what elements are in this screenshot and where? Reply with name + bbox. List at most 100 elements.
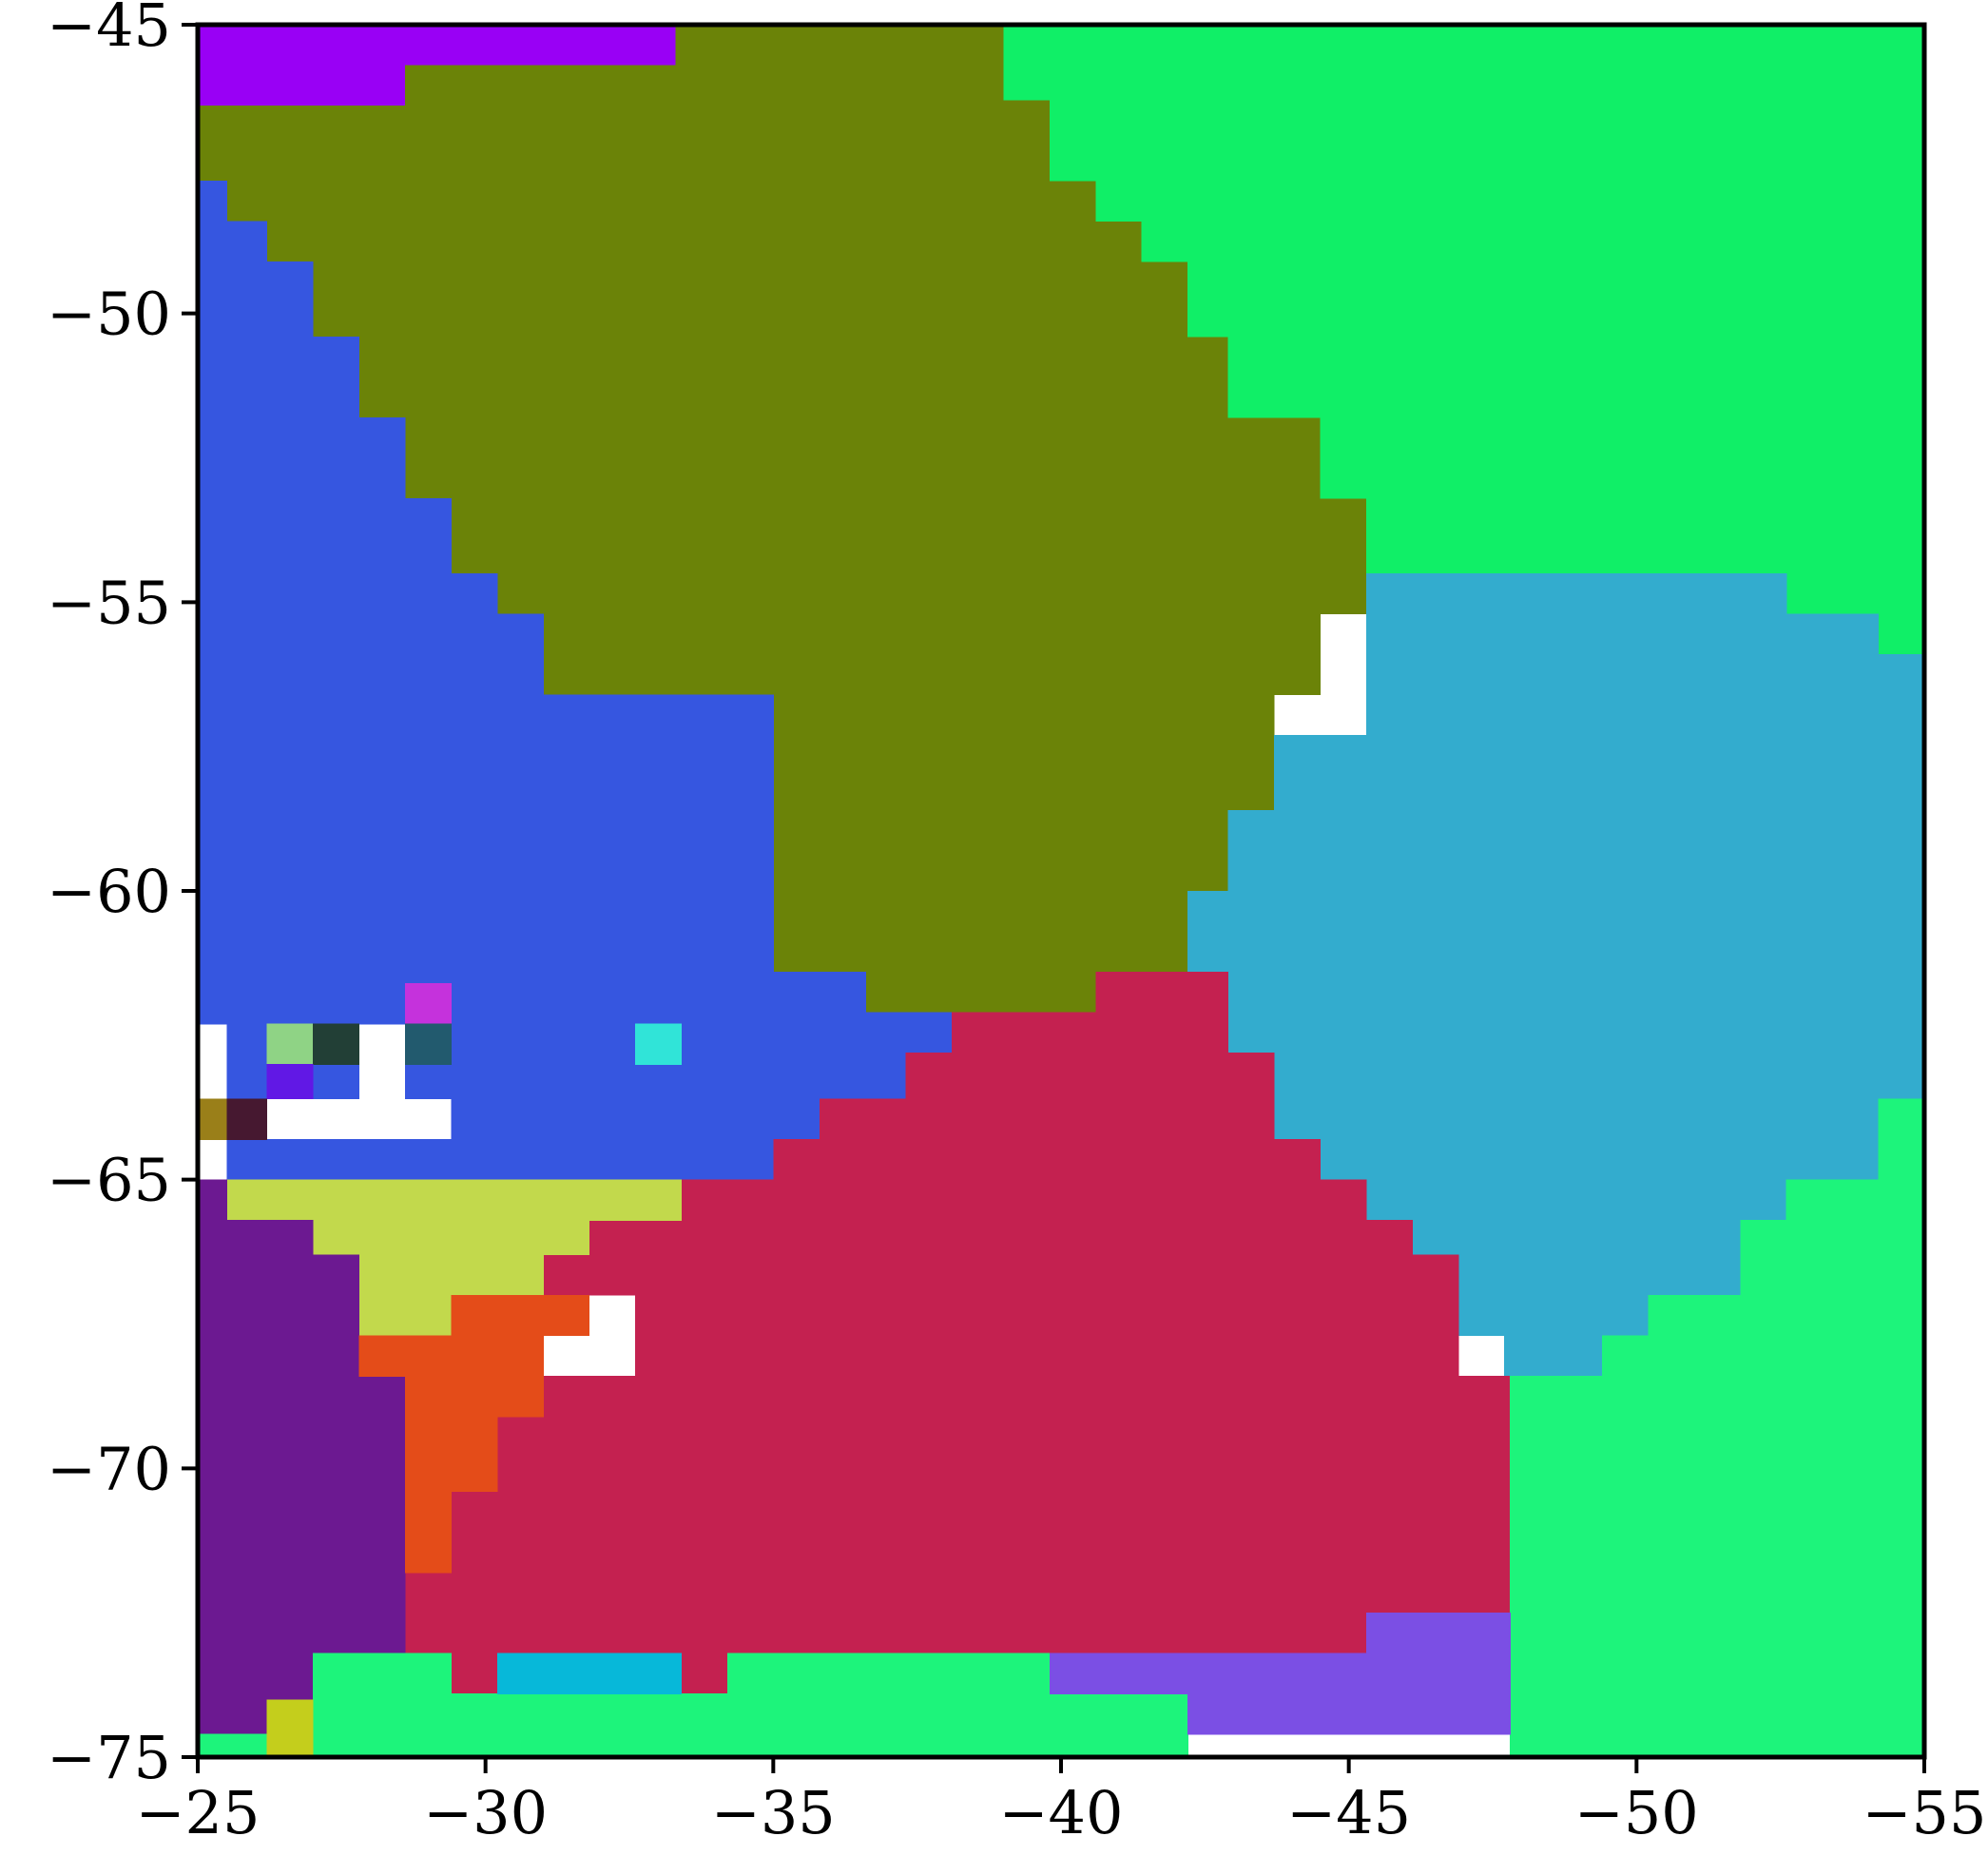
region-2 bbox=[1003, 25, 1925, 655]
heatmap-cell bbox=[198, 1733, 268, 1758]
heatmap-cell bbox=[543, 1376, 1557, 1418]
heatmap-cell bbox=[1095, 180, 1925, 222]
region-5 bbox=[404, 972, 1557, 1694]
heatmap-cell bbox=[1555, 1457, 1925, 1493]
heatmap-cell bbox=[543, 613, 1321, 696]
region-15 bbox=[313, 1023, 360, 1065]
region-7 bbox=[198, 1179, 406, 1758]
heatmap-cell bbox=[358, 1376, 406, 1654]
heatmap-cell bbox=[1095, 972, 1229, 1014]
heatmap-cell bbox=[313, 1254, 360, 1654]
heatmap-cell bbox=[1365, 1613, 1511, 1654]
y-tick-label: −75 bbox=[47, 1723, 171, 1792]
x-axis: −25 −30 −35 −40 −45 −50 −55 bbox=[136, 1757, 1986, 1847]
heatmap-cell bbox=[1740, 1220, 1925, 1296]
y-tick-label: −60 bbox=[47, 857, 171, 926]
heatmap-cell bbox=[1273, 1139, 1880, 1181]
region-16 bbox=[404, 1023, 452, 1065]
heatmap-cell bbox=[1003, 25, 1925, 101]
heatmap-cell bbox=[266, 261, 314, 1065]
heatmap-cell bbox=[198, 1179, 227, 1735]
y-tick-label: −65 bbox=[47, 1146, 171, 1215]
heatmap-cell bbox=[358, 336, 1229, 418]
heatmap-cell bbox=[1273, 1098, 1925, 1140]
heatmap-cell bbox=[1412, 1220, 1741, 1296]
heatmap-cell bbox=[1049, 99, 1925, 182]
x-tick-label: −50 bbox=[1574, 1778, 1699, 1847]
heatmap-cell bbox=[451, 572, 498, 1140]
region-10 bbox=[1049, 1613, 1511, 1735]
heatmap-cell bbox=[1365, 572, 1787, 736]
heatmap-cell bbox=[313, 1220, 590, 1256]
heatmap-cell bbox=[313, 1023, 360, 1065]
heatmap-cell bbox=[773, 891, 1229, 973]
heatmap-cell bbox=[1227, 809, 1925, 892]
region-14 bbox=[266, 1023, 314, 1065]
heatmap-cell bbox=[226, 221, 268, 1100]
heatmap-cell bbox=[496, 1653, 683, 1694]
region-8 bbox=[358, 1295, 590, 1574]
x-tick-label: −35 bbox=[711, 1778, 836, 1847]
heatmap-cell bbox=[819, 1098, 1275, 1140]
heatmap-cell bbox=[404, 983, 452, 1025]
heatmap-cell bbox=[226, 1179, 683, 1221]
region-19 bbox=[198, 1098, 227, 1140]
heatmap-cell bbox=[226, 180, 406, 222]
heatmap-cell bbox=[226, 1139, 774, 1181]
heatmap-cell bbox=[1365, 1179, 1787, 1221]
heatmap-cell bbox=[496, 613, 544, 1140]
heatmap-cell bbox=[496, 1416, 1511, 1458]
heatmap-cell bbox=[635, 1295, 1459, 1377]
y-tick-label: −70 bbox=[47, 1434, 171, 1503]
heatmap-cell bbox=[404, 25, 677, 67]
heatmap-cell bbox=[1785, 613, 1880, 736]
x-tick-label: −40 bbox=[999, 1778, 1124, 1847]
x-tick-label: −25 bbox=[136, 1778, 261, 1847]
y-axis: −75 −70 −65 −60 −55 −50 −45 bbox=[47, 0, 198, 1792]
heatmap-cell bbox=[198, 1098, 227, 1140]
region-13 bbox=[404, 983, 452, 1025]
heatmap-cell bbox=[358, 1295, 452, 1337]
heatmap-cell bbox=[1187, 1693, 1511, 1735]
y-tick-label: −45 bbox=[47, 0, 171, 60]
heatmap-cell bbox=[266, 221, 1143, 262]
heatmap-cell bbox=[1878, 613, 1925, 655]
heatmap-cell bbox=[451, 1653, 498, 1694]
heatmap-cell bbox=[1003, 99, 1051, 182]
heatmap-cell bbox=[1187, 891, 1925, 973]
heatmap-cell bbox=[358, 1335, 544, 1377]
heatmap-cell bbox=[313, 336, 360, 1100]
heatmap-cell bbox=[681, 1653, 728, 1694]
region-12 bbox=[266, 1699, 314, 1758]
heatmap-cell bbox=[681, 809, 1275, 892]
x-tick-label: −45 bbox=[1286, 1778, 1411, 1847]
heatmap-cell bbox=[1785, 572, 1925, 615]
heatmap-cell bbox=[451, 1491, 1511, 1574]
heatmap-cell bbox=[404, 1491, 452, 1574]
y-tick-label: −50 bbox=[47, 280, 171, 349]
heatmap-cell bbox=[404, 1376, 544, 1418]
heatmap-cell bbox=[313, 1653, 452, 1758]
heatmap-cell bbox=[226, 1098, 268, 1140]
region-6 bbox=[226, 1179, 683, 1337]
heatmap-cell bbox=[451, 1295, 590, 1337]
heatmap-cell bbox=[1878, 653, 1925, 736]
heatmap-cell bbox=[198, 25, 406, 106]
heatmap-cell bbox=[404, 1023, 452, 1065]
x-tick-label: −30 bbox=[423, 1778, 548, 1847]
heatmap-cell bbox=[404, 1613, 1367, 1654]
heatmap-cell bbox=[404, 416, 1321, 499]
heatmap-cell bbox=[589, 1220, 1413, 1256]
heatmap-cell bbox=[1510, 1376, 1925, 1758]
heatmap-cell bbox=[635, 1023, 683, 1065]
heatmap-cell bbox=[451, 498, 1367, 574]
heatmap-cell bbox=[543, 694, 774, 1140]
region-1 bbox=[198, 25, 1367, 1053]
heatmap-cell bbox=[198, 180, 227, 1025]
heatmap-cell bbox=[951, 1012, 1229, 1053]
heatmap-cell bbox=[198, 106, 406, 182]
heatmap-cell bbox=[358, 1254, 544, 1296]
heatmap-cell bbox=[1457, 1295, 1650, 1337]
heatmap-cell bbox=[675, 25, 1005, 182]
heatmap-cell bbox=[313, 261, 1188, 338]
